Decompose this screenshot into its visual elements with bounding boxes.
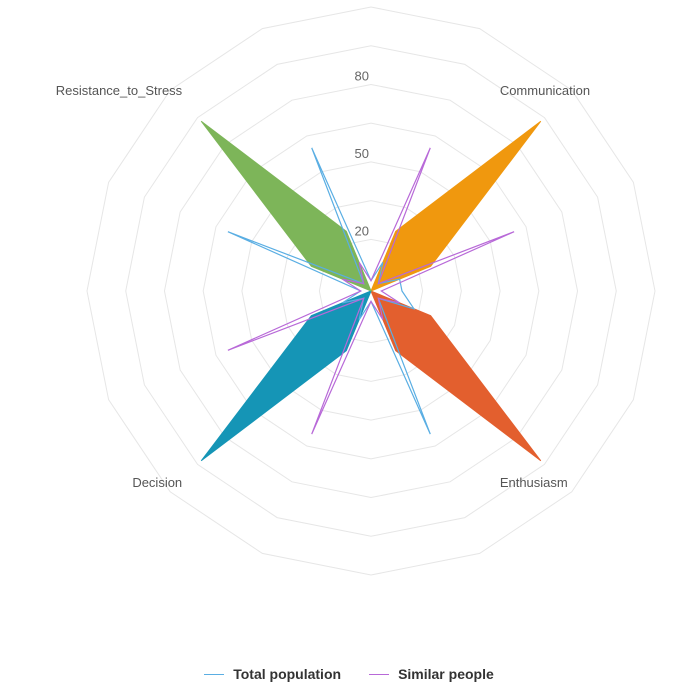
sector-areas — [200, 120, 542, 462]
legend-label-similar-people: Similar people — [398, 666, 494, 682]
legend: Total population Similar people — [0, 666, 698, 682]
legend-item-total-population[interactable]: Total population — [204, 666, 341, 682]
tick-label: 80 — [355, 68, 369, 83]
series-lines — [227, 147, 515, 435]
sector-decision — [200, 290, 372, 462]
axis-label-communication: Communication — [500, 83, 590, 98]
grid-ring — [86, 6, 656, 576]
tick-labels: 20 50 80 — [355, 68, 369, 238]
legend-swatch-total-population — [204, 673, 225, 675]
legend-item-similar-people[interactable]: Similar people — [369, 666, 494, 682]
series-similar-people — [227, 147, 515, 435]
axis-label-enthusiasm: Enthusiasm — [500, 475, 568, 490]
axis-label-decision: Decision — [132, 475, 182, 490]
axis-label-resistance-to-stress: Resistance_to_Stress — [56, 83, 183, 98]
legend-swatch-similar-people — [369, 673, 390, 675]
tick-label: 20 — [355, 223, 369, 238]
sector-resistance-to-stress — [200, 120, 372, 292]
legend-label-total-population: Total population — [233, 666, 342, 682]
axis-labels: Communication Enthusiasm Decision Resistanc… — [56, 83, 590, 490]
sector-communication — [370, 120, 542, 292]
grid-ring — [125, 45, 617, 537]
tick-label: 50 — [355, 146, 369, 161]
